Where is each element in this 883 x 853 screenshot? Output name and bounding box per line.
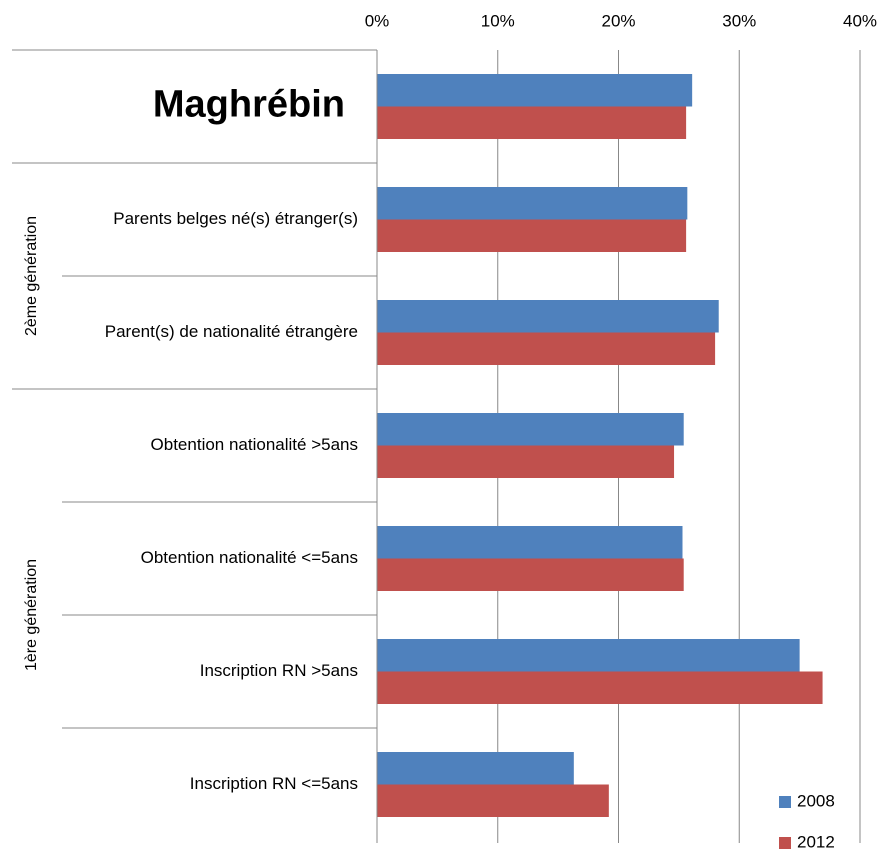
group-label: 1ère génération <box>23 559 40 671</box>
bar <box>377 784 609 817</box>
x-tick-label: 10% <box>481 11 515 30</box>
legend-label: 2008 <box>797 791 835 810</box>
y-tick-label: Parents belges né(s) étranger(s) <box>113 209 358 228</box>
bar <box>377 526 683 559</box>
x-tick-label: 40% <box>843 11 877 30</box>
y-tick-label: Parent(s) de nationalité étrangère <box>105 322 358 341</box>
bar <box>377 332 716 365</box>
bar <box>377 752 574 785</box>
bar <box>377 74 693 107</box>
bar <box>377 219 687 252</box>
y-tick-label: Obtention nationalité >5ans <box>151 435 358 454</box>
y-tick-label: Obtention nationalité <=5ans <box>141 548 358 567</box>
y-tick-label: Inscription RN >5ans <box>200 661 358 680</box>
bar <box>377 300 719 333</box>
bar <box>377 671 823 704</box>
bar <box>377 187 688 220</box>
x-tick-label: 0% <box>365 11 390 30</box>
y-tick-label: Inscription RN <=5ans <box>190 774 358 793</box>
x-tick-label: 30% <box>722 11 756 30</box>
bar <box>377 558 684 591</box>
bar <box>377 445 675 478</box>
legend-label: 2012 <box>797 832 835 851</box>
group-label: 2ème génération <box>23 216 40 336</box>
bar <box>377 639 800 672</box>
x-tick-label: 20% <box>601 11 635 30</box>
legend-swatch <box>779 796 791 808</box>
bar <box>377 413 684 446</box>
y-tick-label: Maghrébin <box>153 84 345 126</box>
legend-swatch <box>779 837 791 849</box>
bar <box>377 106 687 139</box>
